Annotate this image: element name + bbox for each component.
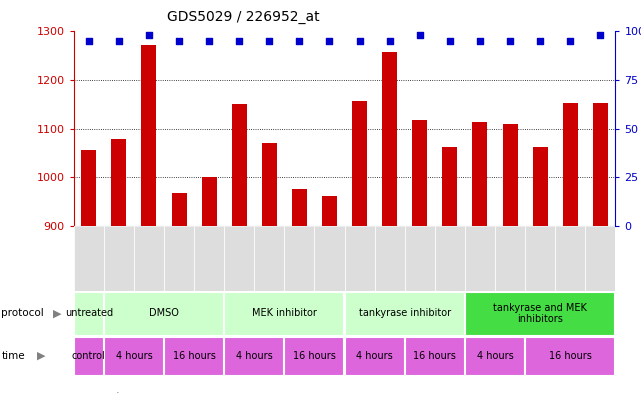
- Text: time: time: [1, 351, 25, 361]
- Text: 16 hours: 16 hours: [293, 351, 336, 361]
- Text: tankyrase inhibitor: tankyrase inhibitor: [359, 309, 451, 318]
- Point: [324, 38, 335, 44]
- Bar: [224, 337, 283, 375]
- Text: 16 hours: 16 hours: [549, 351, 592, 361]
- Bar: [104, 337, 163, 375]
- Bar: [224, 226, 254, 291]
- Point: [385, 38, 395, 44]
- Point: [83, 38, 94, 44]
- Bar: [442, 147, 458, 226]
- Text: tankyrase and MEK
inhibitors: tankyrase and MEK inhibitors: [493, 303, 587, 324]
- Bar: [224, 292, 344, 335]
- Bar: [465, 292, 614, 335]
- Bar: [495, 226, 525, 291]
- Point: [565, 38, 576, 44]
- Point: [204, 38, 214, 44]
- Bar: [585, 226, 615, 291]
- Text: untreated: untreated: [65, 309, 113, 318]
- Text: protocol: protocol: [1, 309, 44, 318]
- Bar: [465, 226, 495, 291]
- Bar: [593, 103, 608, 226]
- Bar: [254, 226, 285, 291]
- Point: [415, 32, 425, 39]
- Text: 16 hours: 16 hours: [172, 351, 215, 361]
- Text: DMSO: DMSO: [149, 309, 179, 318]
- Bar: [404, 337, 463, 375]
- Bar: [563, 103, 578, 226]
- Text: 4 hours: 4 hours: [356, 351, 393, 361]
- Bar: [285, 337, 344, 375]
- Point: [475, 38, 485, 44]
- Bar: [74, 292, 103, 335]
- Bar: [81, 150, 96, 226]
- Point: [505, 38, 515, 44]
- Point: [294, 38, 304, 44]
- Bar: [345, 337, 404, 375]
- Bar: [382, 52, 397, 226]
- Bar: [262, 143, 277, 226]
- Point: [113, 38, 124, 44]
- Text: MEK inhibitor: MEK inhibitor: [252, 309, 317, 318]
- Bar: [525, 337, 614, 375]
- Bar: [292, 189, 307, 226]
- Point: [535, 38, 545, 44]
- Bar: [435, 226, 465, 291]
- Bar: [465, 337, 524, 375]
- Bar: [533, 147, 547, 226]
- Bar: [134, 226, 164, 291]
- Bar: [345, 226, 374, 291]
- Bar: [104, 226, 134, 291]
- Text: ▶: ▶: [53, 309, 62, 318]
- Text: 4 hours: 4 hours: [236, 351, 272, 361]
- Text: GDS5029 / 226952_at: GDS5029 / 226952_at: [167, 10, 320, 24]
- Text: 4 hours: 4 hours: [115, 351, 153, 361]
- Bar: [555, 226, 585, 291]
- Bar: [74, 337, 103, 375]
- Point: [595, 32, 606, 39]
- Point: [234, 38, 244, 44]
- Point: [174, 38, 184, 44]
- Text: control: control: [72, 351, 106, 361]
- Text: 4 hours: 4 hours: [477, 351, 513, 361]
- Bar: [472, 122, 487, 226]
- Point: [445, 38, 455, 44]
- Bar: [525, 226, 555, 291]
- Bar: [412, 120, 428, 226]
- Bar: [322, 196, 337, 226]
- Text: count: count: [91, 392, 121, 393]
- Bar: [315, 226, 345, 291]
- Bar: [164, 226, 194, 291]
- Bar: [374, 226, 404, 291]
- Bar: [142, 45, 156, 226]
- Bar: [74, 226, 104, 291]
- Bar: [172, 193, 187, 226]
- Bar: [231, 105, 247, 226]
- Bar: [503, 124, 517, 226]
- Bar: [404, 226, 435, 291]
- Bar: [164, 337, 223, 375]
- Bar: [104, 292, 223, 335]
- Point: [354, 38, 365, 44]
- Text: ▶: ▶: [37, 351, 45, 361]
- Point: [144, 32, 154, 39]
- Text: 16 hours: 16 hours: [413, 351, 456, 361]
- Text: ■: ■: [74, 390, 85, 393]
- Bar: [285, 226, 315, 291]
- Bar: [202, 177, 217, 226]
- Bar: [112, 139, 126, 226]
- Bar: [194, 226, 224, 291]
- Bar: [352, 101, 367, 226]
- Bar: [345, 292, 463, 335]
- Point: [264, 38, 274, 44]
